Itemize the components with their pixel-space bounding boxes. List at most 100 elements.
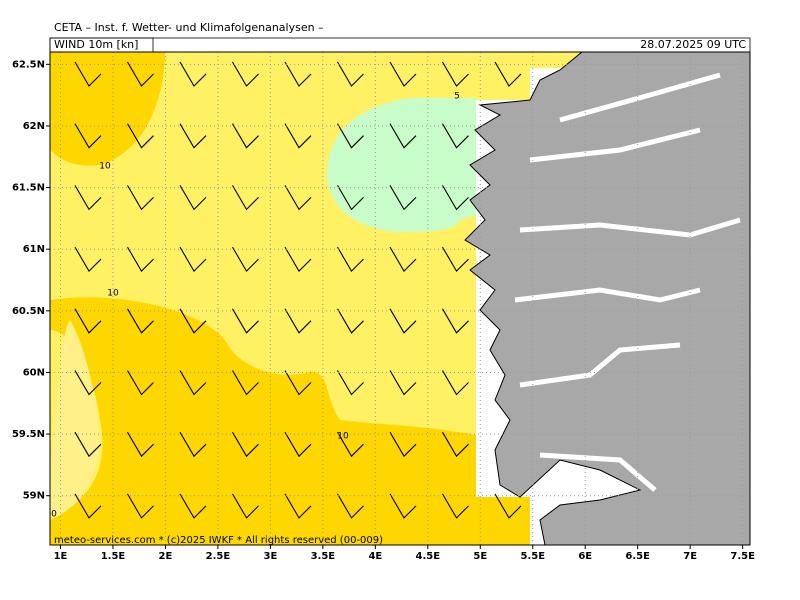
- wind-barb: [389, 246, 417, 272]
- x-tick-label: 2.5E: [206, 551, 231, 562]
- wind-barb: [127, 246, 154, 272]
- x-tick-label: 5.5E: [520, 551, 545, 562]
- x-tick-label: 6E: [578, 551, 592, 562]
- light-yellow-patch: [50, 320, 100, 520]
- wind-barb: [179, 185, 207, 211]
- wind-barb: [442, 61, 469, 87]
- wind-barb: [442, 123, 469, 149]
- wind-barb: [337, 185, 364, 211]
- wind-barb: [232, 123, 259, 149]
- wind-barb: [127, 61, 154, 87]
- wind-barb: [179, 493, 207, 519]
- wind-barb: [232, 61, 259, 87]
- fjords: [514, 72, 741, 492]
- wind-barb: [389, 61, 417, 87]
- wind-barb: [232, 185, 259, 211]
- wind-barb: [494, 493, 522, 519]
- x-tick-label: 3E: [263, 551, 277, 562]
- wind-barb: [127, 308, 154, 334]
- wind-barb: [284, 246, 312, 272]
- wind-barb: [337, 370, 364, 396]
- y-tick-label: 61N: [23, 244, 45, 255]
- y-tick-label: 59N: [23, 491, 45, 502]
- wind-barb: [442, 185, 469, 211]
- wind-barb: [337, 493, 364, 519]
- wind-barb: [284, 431, 312, 458]
- wind-barb: [127, 370, 154, 396]
- wind-barb: [389, 431, 417, 458]
- wind-barb: [74, 431, 102, 458]
- wind-barb: [127, 431, 154, 458]
- wind-barb: [179, 246, 207, 272]
- gold-area: [50, 52, 165, 166]
- wind-barb: [74, 185, 102, 211]
- wind-barb: [389, 493, 417, 519]
- wind-barb: [74, 123, 102, 149]
- x-tick-label: 2E: [159, 551, 173, 562]
- x-tick-label: 7E: [683, 551, 697, 562]
- wind-barb: [442, 431, 469, 458]
- wind-barb: [232, 370, 259, 396]
- wind-barb: [127, 123, 154, 149]
- valid-time: 28.07.2025 09 UTC: [640, 38, 746, 51]
- wind-barb: [284, 123, 312, 149]
- y-tick-label: 59.5N: [12, 429, 45, 440]
- wind-barb: [284, 493, 312, 519]
- wind-barb: [232, 493, 259, 519]
- y-tick-label: 62N: [23, 121, 45, 132]
- wind-barb: [127, 493, 154, 519]
- wind-barb: [337, 61, 364, 87]
- wind-barb: [179, 431, 207, 458]
- wind-barb: [284, 308, 312, 334]
- x-tick-label: 5E: [473, 551, 487, 562]
- wind-barb: [74, 246, 102, 272]
- y-tick-label: 62.5N: [12, 59, 45, 70]
- wind-barb: [179, 61, 207, 87]
- wind-barb: [337, 123, 364, 149]
- wind-barb: [284, 185, 312, 211]
- land: [464, 51, 751, 546]
- wind-barb: [179, 308, 207, 334]
- wind-barb: [389, 308, 417, 334]
- wind-barb: [389, 123, 417, 149]
- wind-barb: [337, 308, 364, 334]
- contour-label: 10: [107, 289, 119, 299]
- wind-barb: [179, 370, 207, 396]
- wind-barb: [389, 370, 417, 396]
- x-tick-label: 1E: [54, 551, 68, 562]
- contour-label: 10: [337, 432, 349, 442]
- y-tick-label: 60.5N: [12, 306, 45, 317]
- green-area: [326, 98, 476, 232]
- frame: [49, 51, 751, 546]
- y-tick-label: 61.5N: [12, 183, 45, 194]
- plot-area: [50, 51, 751, 546]
- wind-barb: [284, 370, 312, 396]
- x-tick-label: 1.5E: [101, 551, 126, 562]
- wind-barb: [337, 246, 364, 272]
- copyright: meteo-services.com * (c)2025 IWKF * All …: [54, 535, 383, 546]
- wind-barb: [232, 246, 259, 272]
- wind-barb: [74, 61, 102, 87]
- wind-barb: [232, 431, 259, 458]
- wind-barb: [74, 370, 102, 396]
- x-tick-label: 4E: [368, 551, 382, 562]
- wind-barb: [442, 246, 469, 272]
- wind-barb: [74, 308, 102, 334]
- wind-barb: [232, 308, 259, 334]
- gold-area: [50, 297, 530, 545]
- contour-label: 5: [454, 92, 460, 102]
- x-tick-label: 7.5E: [730, 551, 755, 562]
- contour-label: 0: [51, 510, 57, 520]
- contour-label: 10: [99, 162, 111, 172]
- wind-barb: [442, 493, 469, 519]
- wind-barb: [337, 431, 364, 458]
- wind-barb: [74, 493, 102, 519]
- wind-barb: [442, 308, 469, 334]
- x-tick-label: 6.5E: [625, 551, 650, 562]
- y-tick-label: 60N: [23, 367, 45, 378]
- wind-barb: [389, 185, 417, 211]
- title: CETA – Inst. f. Wetter- und Klimafolgena…: [54, 21, 324, 34]
- field-label: WIND 10m [kn]: [54, 38, 138, 51]
- wind-barb: [442, 370, 469, 396]
